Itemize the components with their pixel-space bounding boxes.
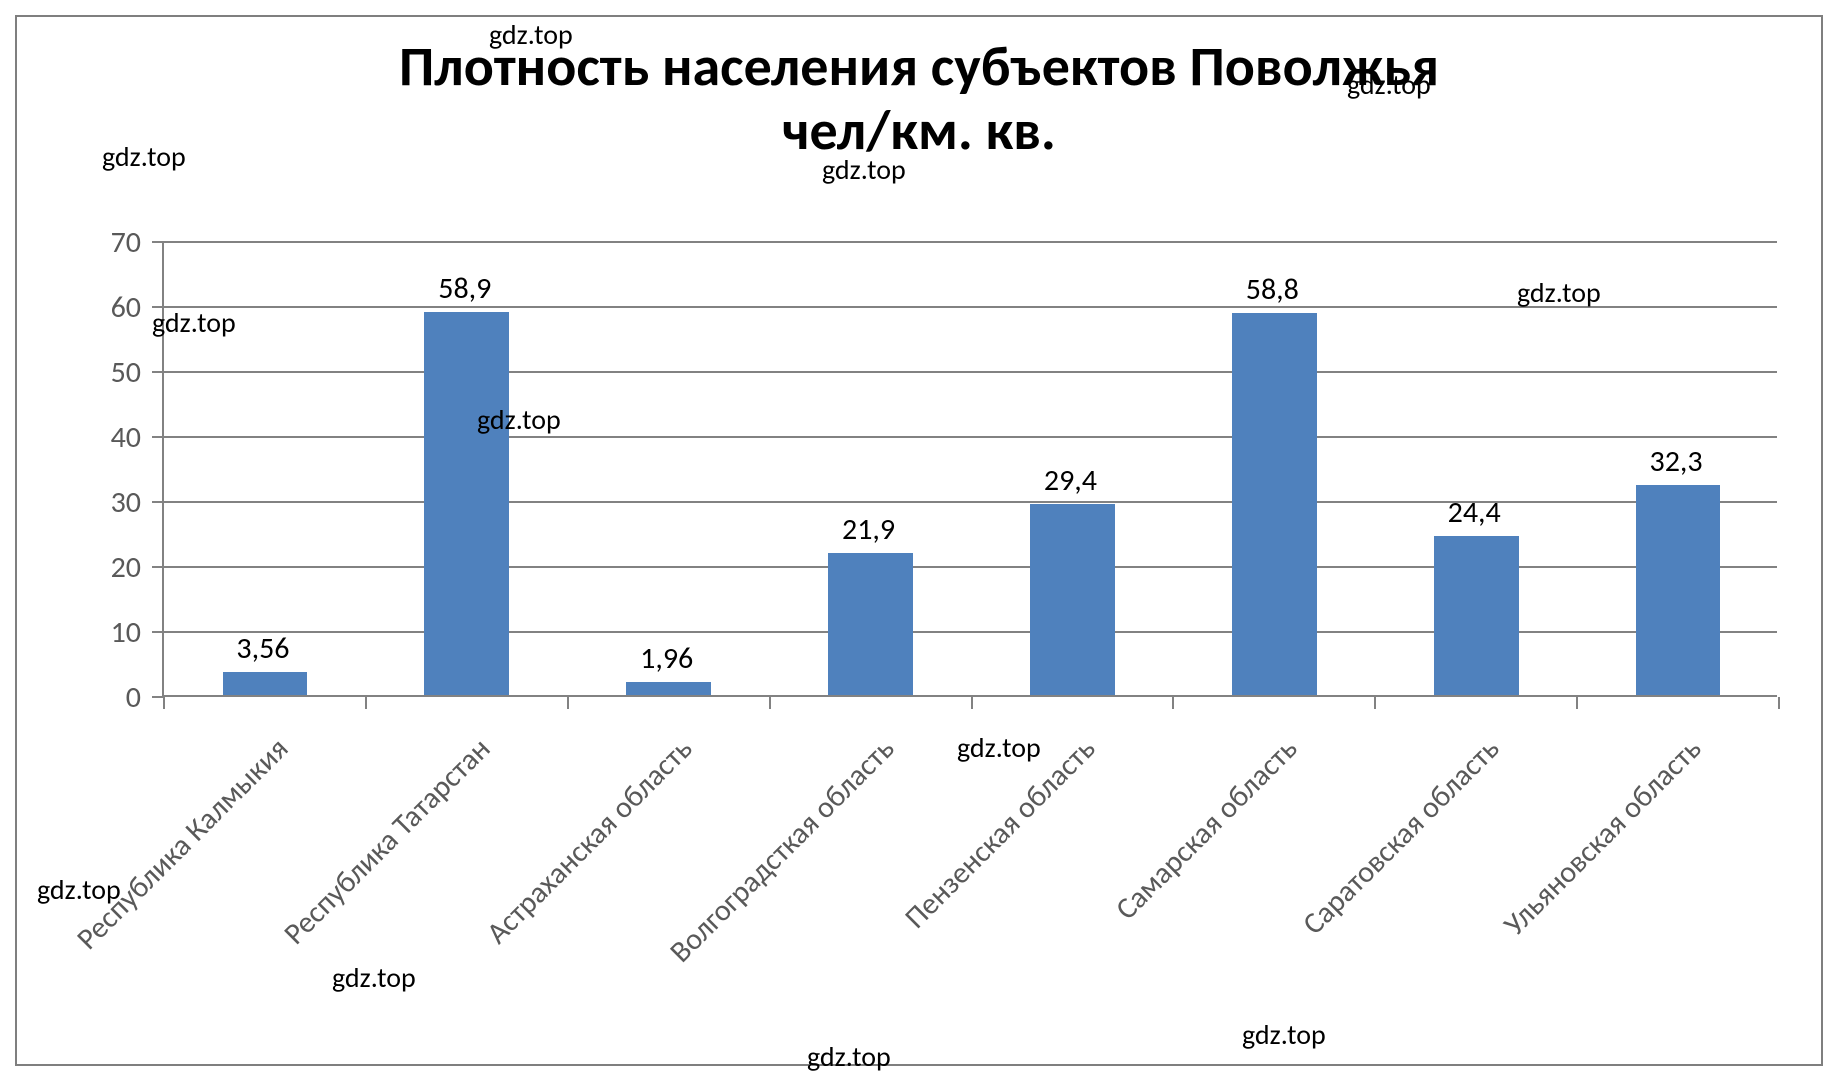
watermark: gdz.top [807,1039,891,1074]
bar [1232,313,1317,695]
y-tick [152,371,164,373]
bar [424,312,509,695]
x-tick [567,697,569,709]
watermark: gdz.top [37,872,121,907]
bar-value-label: 21,9 [819,511,919,548]
x-tick [971,697,973,709]
watermark: gdz.top [1347,67,1431,102]
x-tick [1374,697,1376,709]
x-tick [163,697,165,709]
watermark: gdz.top [102,139,186,174]
bar-value-label: 3,56 [213,630,313,667]
y-axis-label: 0 [81,679,141,716]
watermark: gdz.top [152,305,236,340]
x-tick [769,697,771,709]
bar [223,672,308,695]
bar [1434,536,1519,695]
y-axis-label: 70 [81,224,141,261]
watermark: gdz.top [822,152,906,187]
grid-line [164,371,1777,373]
bar [626,682,711,695]
bar-value-label: 32,3 [1626,443,1726,480]
bar-value-label: 58,8 [1222,271,1322,308]
title-line-2: чел/км. кв. [17,99,1821,163]
y-axis-label: 20 [81,549,141,586]
y-tick [152,501,164,503]
watermark: gdz.top [1517,275,1601,310]
y-axis-label: 50 [81,354,141,391]
watermark: gdz.top [957,730,1041,765]
grid-line [164,631,1777,633]
bar-value-label: 1,96 [617,640,717,677]
plot-area [162,242,1777,697]
watermark: gdz.top [332,960,416,995]
y-axis-label: 40 [81,419,141,456]
grid-line [164,436,1777,438]
x-tick [1576,697,1578,709]
watermark: gdz.top [489,17,573,52]
x-tick [1172,697,1174,709]
y-tick [152,241,164,243]
chart-container: Плотность населения субъектов Поволжья ч… [15,15,1823,1066]
watermark: gdz.top [477,402,561,437]
y-tick [152,436,164,438]
bar-value-label: 58,9 [415,270,515,307]
y-axis-label: 60 [81,289,141,326]
bar [828,553,913,695]
bar-value-label: 29,4 [1020,462,1120,499]
grid-line [164,241,1777,243]
bar [1030,504,1115,695]
chart-title: Плотность населения субъектов Поволжья ч… [17,17,1821,164]
x-tick [1778,697,1780,709]
grid-line [164,501,1777,503]
y-tick [152,631,164,633]
title-line-1: Плотность населения субъектов Поволжья [17,35,1821,99]
grid-line [164,566,1777,568]
y-tick [152,566,164,568]
watermark: gdz.top [1242,1017,1326,1052]
y-axis-label: 10 [81,614,141,651]
bar [1636,485,1721,695]
bar-value-label: 24,4 [1424,494,1524,531]
y-axis-label: 30 [81,484,141,521]
x-tick [365,697,367,709]
